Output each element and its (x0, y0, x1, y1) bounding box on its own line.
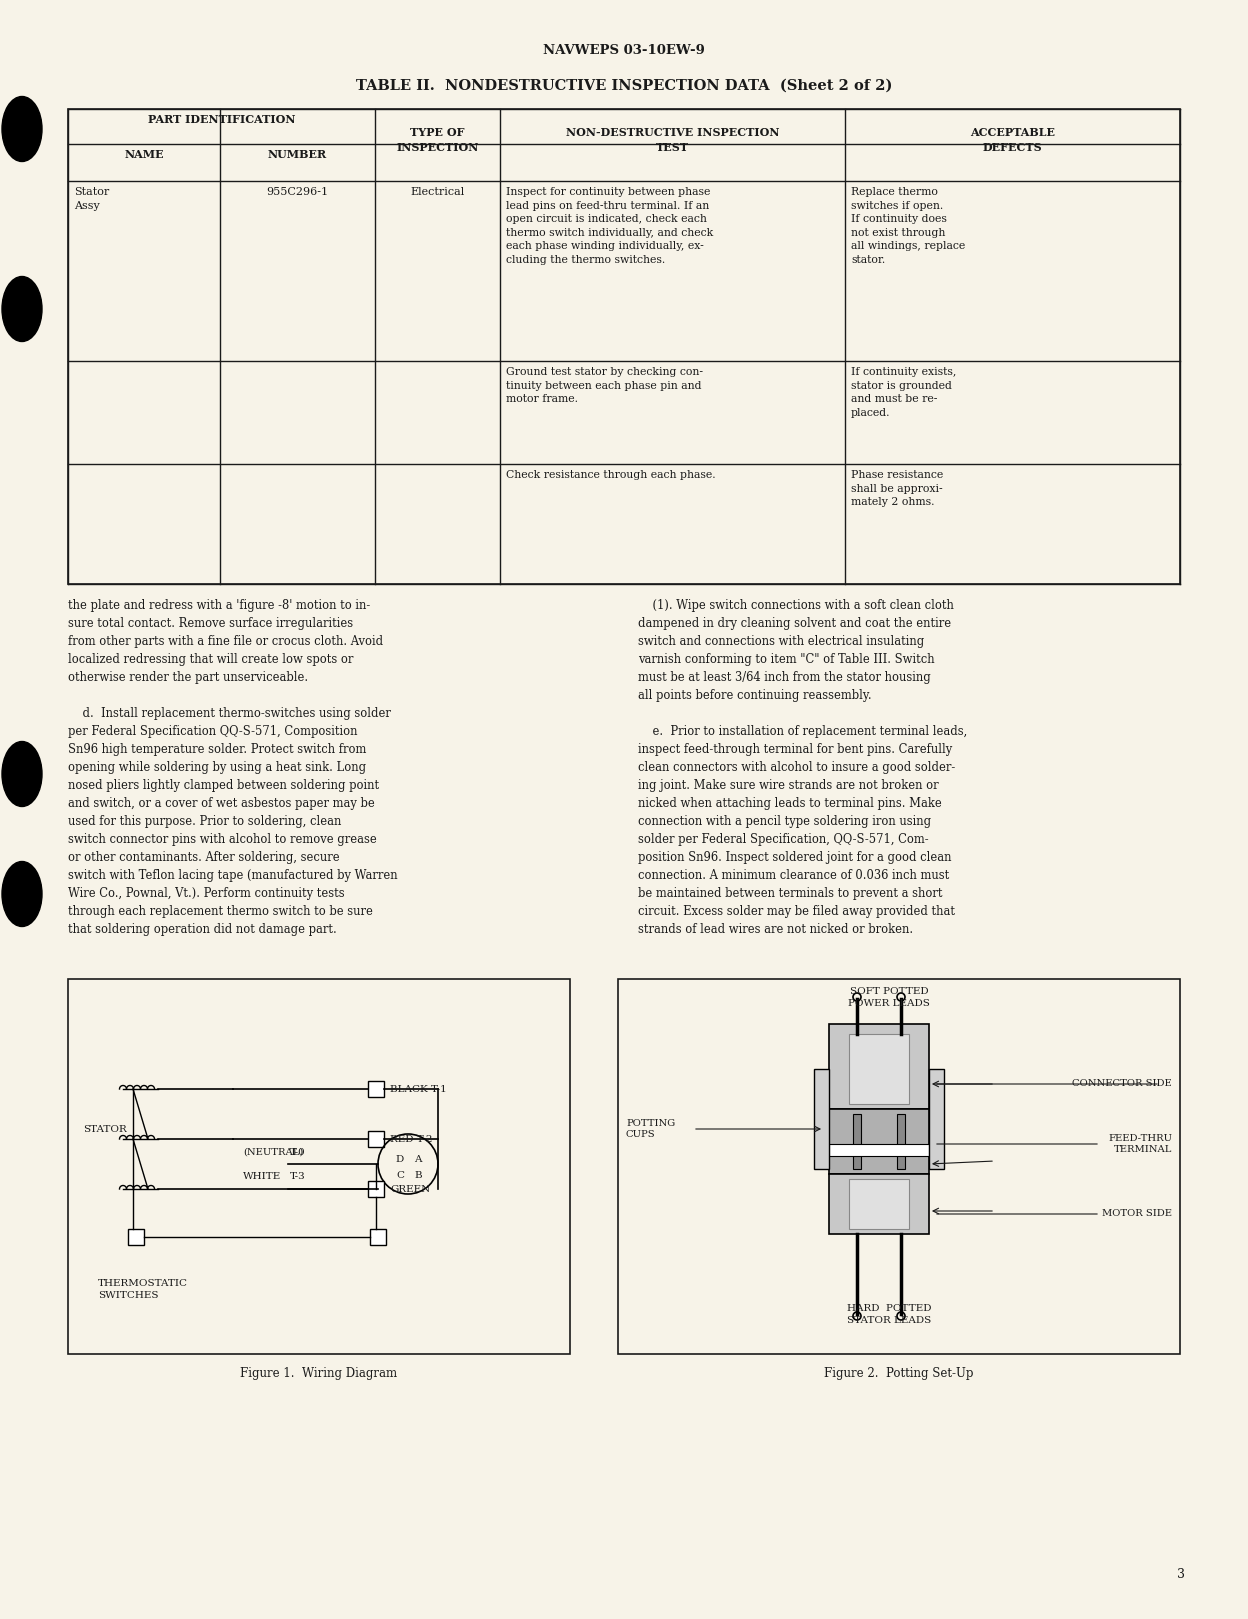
Bar (929, 1069, 943, 1169)
Text: B: B (414, 1172, 422, 1180)
Text: 3: 3 (1177, 1567, 1186, 1582)
Text: NUMBER: NUMBER (268, 149, 327, 160)
Text: Stator
Assy: Stator Assy (74, 188, 110, 210)
Text: SOFT POTTED
POWER LEADS: SOFT POTTED POWER LEADS (849, 988, 930, 1007)
Text: Replace thermo
switches if open.
If continuity does
not exist through
all windin: Replace thermo switches if open. If cont… (851, 188, 965, 266)
Text: the plate and redress with a 'figure -8' motion to in-
sure total contact. Remov: the plate and redress with a 'figure -8'… (67, 599, 398, 936)
Text: NAME: NAME (125, 149, 163, 160)
Text: (NEUTRAL): (NEUTRAL) (243, 1148, 303, 1158)
Text: D: D (396, 1156, 404, 1164)
Text: FEED-THRU
TERMINAL: FEED-THRU TERMINAL (1108, 1133, 1172, 1154)
Bar (368, 1180, 384, 1196)
Text: NON-DESTRUCTIVE INSPECTION
TEST: NON-DESTRUCTIVE INSPECTION TEST (565, 128, 779, 152)
Text: CONNECTOR SIDE: CONNECTOR SIDE (1072, 1080, 1172, 1088)
Text: (1). Wipe switch connections with a soft clean cloth
dampened in dry cleaning so: (1). Wipe switch connections with a soft… (638, 599, 967, 936)
Text: GREEN: GREEN (389, 1185, 431, 1193)
Text: BLACK T-1: BLACK T-1 (389, 1085, 447, 1093)
Text: Phase resistance
shall be approxi-
mately 2 ohms.: Phase resistance shall be approxi- matel… (851, 470, 943, 507)
Bar (849, 1035, 909, 1104)
Bar (849, 1179, 909, 1229)
Bar (829, 1109, 929, 1174)
Bar (829, 1174, 929, 1234)
Text: TYPE OF
INSPECTION: TYPE OF INSPECTION (397, 128, 479, 152)
Bar (829, 1023, 929, 1109)
Bar (368, 1081, 384, 1098)
Text: C: C (396, 1172, 404, 1180)
Ellipse shape (2, 277, 42, 342)
Bar (67, 108, 1181, 584)
Text: Figure 2.  Potting Set-Up: Figure 2. Potting Set-Up (824, 1366, 973, 1379)
Text: NAVWEPS 03-10EW-9: NAVWEPS 03-10EW-9 (543, 44, 705, 57)
Bar (368, 1132, 384, 1146)
Text: STATOR: STATOR (84, 1125, 127, 1133)
Text: Check resistance through each phase.: Check resistance through each phase. (505, 470, 715, 479)
Bar (129, 1229, 144, 1245)
Text: If continuity exists,
stator is grounded
and must be re-
placed.: If continuity exists, stator is grounded… (851, 368, 956, 418)
Text: Figure 1.  Wiring Diagram: Figure 1. Wiring Diagram (241, 1366, 398, 1379)
Text: THERMOSTATIC
SWITCHES: THERMOSTATIC SWITCHES (99, 1279, 188, 1300)
Bar (369, 1229, 386, 1245)
Bar (814, 1069, 829, 1169)
Text: Inspect for continuity between phase
lead pins on feed-thru terminal. If an
open: Inspect for continuity between phase lea… (505, 188, 714, 266)
Text: Ground test stator by checking con-
tinuity between each phase pin and
motor fra: Ground test stator by checking con- tinu… (505, 368, 703, 405)
Text: WHITE: WHITE (243, 1172, 281, 1180)
Text: T-0: T-0 (290, 1148, 306, 1158)
Text: TABLE II.  NONDESTRUCTIVE INSPECTION DATA  (Sheet 2 of 2): TABLE II. NONDESTRUCTIVE INSPECTION DATA… (356, 79, 892, 92)
Ellipse shape (2, 861, 42, 926)
Text: ACCEPTABLE
DEFECTS: ACCEPTABLE DEFECTS (970, 128, 1055, 152)
Ellipse shape (2, 97, 42, 162)
Text: A: A (414, 1156, 422, 1164)
Bar (618, 979, 1181, 1353)
Bar (67, 979, 570, 1353)
Ellipse shape (2, 742, 42, 806)
Bar (897, 1114, 905, 1169)
Text: PART IDENTIFICATION: PART IDENTIFICATION (147, 113, 296, 125)
Text: T-3: T-3 (290, 1172, 306, 1180)
Text: MOTOR SIDE: MOTOR SIDE (1102, 1209, 1172, 1219)
Text: RED T-2: RED T-2 (389, 1135, 433, 1143)
Bar (829, 1145, 929, 1156)
Bar (852, 1114, 861, 1169)
Text: 955C296-1: 955C296-1 (266, 188, 328, 198)
Text: Electrical: Electrical (411, 188, 464, 198)
Text: POTTING
CUPS: POTTING CUPS (626, 1119, 675, 1140)
Text: HARD  POTTED
STATOR LEADS: HARD POTTED STATOR LEADS (846, 1303, 931, 1324)
